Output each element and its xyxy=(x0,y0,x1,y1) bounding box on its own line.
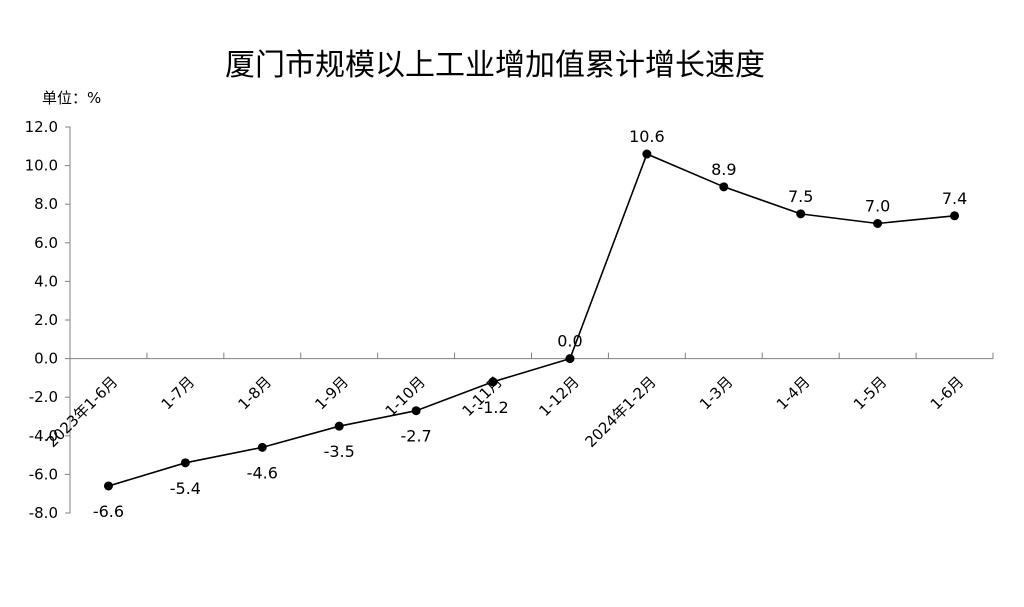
y-tick-label: -8.0 xyxy=(29,504,58,522)
data-point xyxy=(411,406,421,416)
y-tick-label: 10.0 xyxy=(25,157,58,175)
y-tick-label: 0.0 xyxy=(34,350,58,368)
data-point xyxy=(642,149,652,159)
data-point xyxy=(488,377,498,387)
data-point xyxy=(565,354,575,364)
data-label: -6.6 xyxy=(93,502,124,521)
y-tick-label: 12.0 xyxy=(25,118,58,136)
data-labels: -6.6 -5.4 -4.6 -3.5 -2.7 -1.2 0.0 10.6 8.9 7.5 7.0… xyxy=(93,127,967,521)
data-point xyxy=(103,481,113,491)
data-point xyxy=(873,219,883,228)
y-tick-label: 8.0 xyxy=(34,195,58,213)
data-label: 7.5 xyxy=(788,187,813,206)
series-line xyxy=(108,152,955,487)
x-tick-label: 1-6月 xyxy=(927,373,968,414)
data-label: -2.7 xyxy=(401,427,432,446)
y-tick-label: -6.0 xyxy=(29,465,58,483)
x-tick-label: 1-8月 xyxy=(234,373,275,414)
y-tick-label: 2.0 xyxy=(34,311,58,329)
data-label: 7.4 xyxy=(942,189,967,208)
data-label: -5.4 xyxy=(170,479,201,498)
y-axis-ticks: 12.0 10.0 8.0 6.0 4.0 2.0 0.0 -2.0 -4.0 -6.0 -8.0 xyxy=(25,118,70,522)
y-tick-label: -2.0 xyxy=(29,388,58,406)
y-tick-label: -4.0 xyxy=(29,427,58,445)
data-label: 0.0 xyxy=(557,332,582,351)
x-tick-label: 1-4月 xyxy=(773,373,814,414)
data-point xyxy=(180,458,190,468)
data-points xyxy=(103,149,960,491)
x-tick-label: 1-9月 xyxy=(311,373,352,414)
x-tick-label: 2023年1-6月 xyxy=(43,373,121,451)
data-point xyxy=(257,442,267,452)
unit-label: 单位：% xyxy=(42,89,101,107)
data-label: 7.0 xyxy=(865,197,890,216)
y-tick-label: 4.0 xyxy=(34,272,58,290)
data-point xyxy=(334,421,344,431)
x-tick-label: 1-7月 xyxy=(158,373,199,414)
data-point xyxy=(950,211,960,221)
data-point xyxy=(719,182,729,192)
x-tick-label: 1-12月 xyxy=(535,373,582,420)
x-axis: 2023年1-6月 1-7月 1-8月 1-9月 1-10月 1-11月 1-12月2024… xyxy=(43,352,994,451)
y-tick-label: 6.0 xyxy=(34,234,58,252)
data-label: 8.9 xyxy=(711,160,736,179)
data-label: -4.6 xyxy=(247,463,278,482)
x-tick-label: 2024年1-2月 xyxy=(581,373,659,451)
data-point xyxy=(796,209,806,219)
chart-title: 厦门市规模以上工业增加值累计增长速度 xyxy=(225,48,765,83)
data-label: -1.2 xyxy=(477,398,508,417)
data-label: 10.6 xyxy=(629,127,665,146)
x-tick-label: 1-5月 xyxy=(850,373,891,414)
data-label: -3.5 xyxy=(324,442,355,461)
x-tick-label: 1-3月 xyxy=(696,373,737,414)
